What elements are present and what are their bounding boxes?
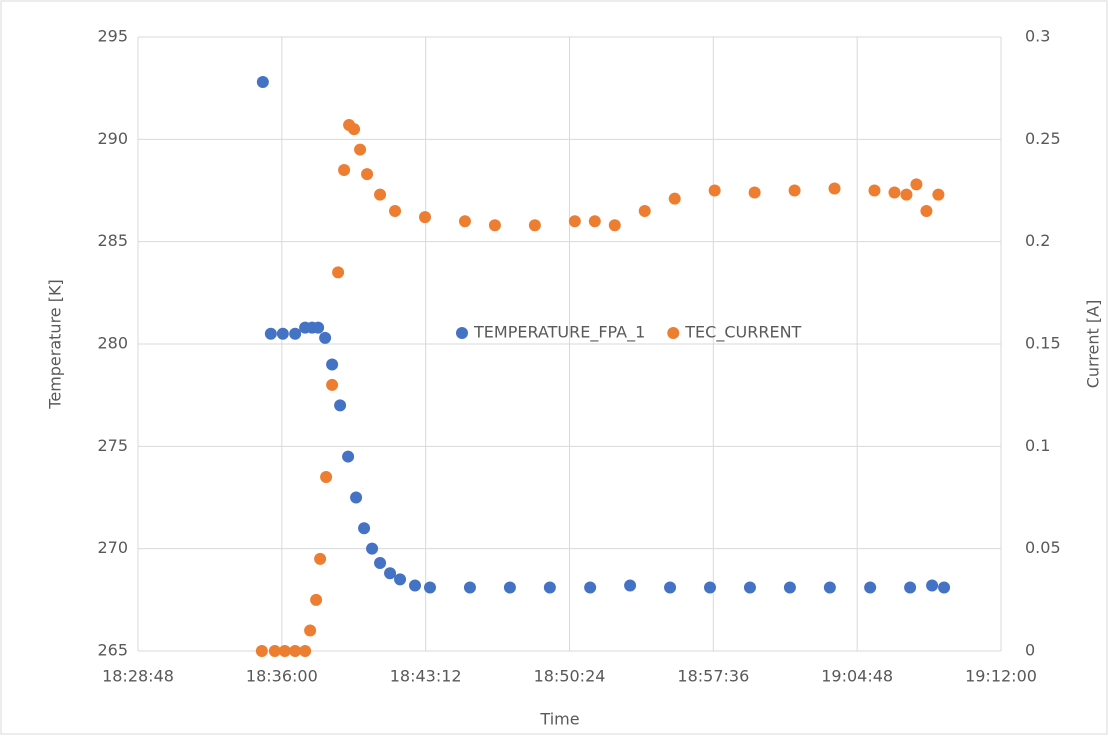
point (503, 581, 516, 594)
point (366, 542, 379, 555)
point (312, 321, 325, 334)
point (664, 581, 677, 594)
point (342, 450, 355, 463)
point (568, 215, 581, 228)
point (938, 581, 951, 594)
y-tick-label: 275 (97, 436, 128, 455)
point (488, 219, 501, 232)
point (299, 645, 312, 657)
legend-label: TEC_CURRENT (684, 323, 801, 343)
point (910, 178, 923, 191)
x-tick-label: 18:50:24 (534, 667, 606, 686)
point (904, 581, 917, 594)
point (289, 645, 302, 657)
point (350, 491, 363, 504)
y-tick-label: 280 (97, 334, 128, 353)
point (354, 143, 367, 156)
legend-label: TEMPERATURE_FPA_1 (473, 323, 645, 343)
point (543, 581, 556, 594)
x-tick-label: 18:36:00 (246, 667, 318, 686)
point (338, 164, 351, 177)
y2-tick-label: 0 (1025, 641, 1035, 660)
point (358, 522, 371, 535)
y2-tick-label: 0.25 (1025, 129, 1061, 148)
x-tick-label: 18:43:12 (390, 667, 462, 686)
point (708, 184, 721, 197)
y2-tick-label: 0.1 (1025, 436, 1050, 455)
point (828, 182, 841, 195)
point (584, 581, 597, 594)
y2-tick-label: 0.15 (1025, 334, 1061, 353)
point (419, 211, 432, 224)
x-tick-label: 19:04:48 (821, 667, 893, 686)
point (900, 188, 913, 201)
x-tick-label: 18:57:36 (677, 667, 749, 686)
y2-axis-label: Current [A] (1084, 300, 1103, 389)
point (289, 327, 302, 340)
point (458, 215, 471, 228)
point (743, 581, 756, 594)
point (276, 327, 289, 340)
y2-tick-label: 0.2 (1025, 231, 1050, 250)
point (423, 581, 436, 594)
point (326, 378, 339, 391)
point (920, 204, 933, 217)
point (823, 581, 836, 594)
point (320, 471, 333, 484)
y-axis-label: Temperature [K] (46, 279, 65, 409)
point (268, 645, 281, 657)
point (868, 184, 881, 197)
point (704, 581, 717, 594)
point (264, 327, 277, 340)
point (888, 186, 901, 199)
y-tick-label: 290 (97, 129, 128, 148)
point (409, 579, 422, 592)
point (310, 593, 323, 606)
y2-tick-label: 0.05 (1025, 538, 1061, 557)
point (668, 192, 681, 205)
point (256, 76, 269, 89)
point (932, 188, 945, 201)
point (783, 581, 796, 594)
x-tick-label: 18:28:48 (102, 667, 174, 686)
y-tick-label: 265 (97, 641, 128, 660)
point (332, 266, 345, 279)
point (608, 219, 621, 232)
y-tick-label: 295 (97, 27, 128, 46)
point (334, 399, 347, 412)
y-tick-label: 270 (97, 538, 128, 557)
point (361, 168, 374, 181)
point (926, 579, 939, 592)
point (463, 581, 476, 594)
point (348, 123, 361, 136)
point (788, 184, 801, 197)
point (624, 579, 637, 592)
point (326, 358, 339, 371)
point (319, 331, 332, 344)
point (374, 556, 387, 569)
x-axis-label: Time (539, 710, 579, 729)
x-tick-label: 19:12:00 (965, 667, 1037, 686)
point (528, 219, 541, 232)
legend-marker (667, 327, 680, 339)
y2-tick-label: 0.3 (1025, 27, 1050, 46)
point (255, 645, 268, 657)
legend-marker (456, 327, 468, 339)
point (748, 186, 761, 199)
y-tick-label: 285 (97, 231, 128, 250)
point (638, 204, 651, 217)
point (374, 188, 387, 201)
point (304, 624, 317, 637)
point (588, 215, 601, 228)
point (314, 552, 327, 565)
point (864, 581, 877, 594)
point (389, 204, 402, 217)
point (384, 567, 397, 580)
point (394, 573, 407, 586)
point (278, 645, 291, 657)
